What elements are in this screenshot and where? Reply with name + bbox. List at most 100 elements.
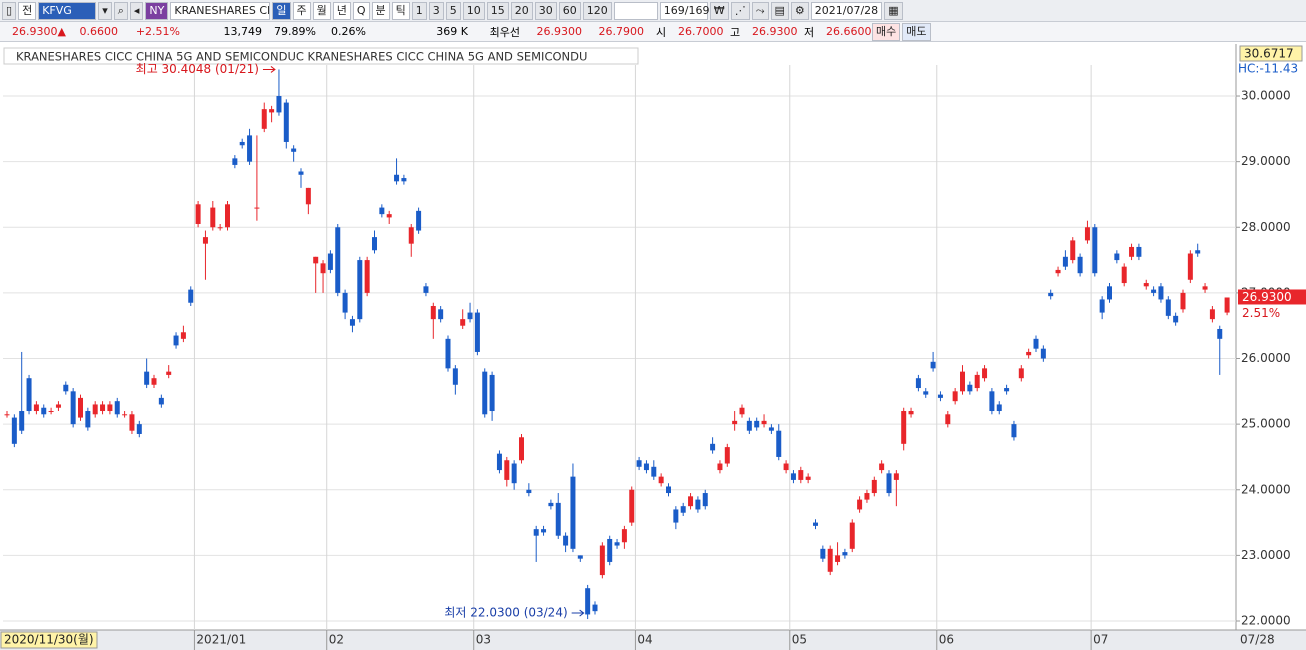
hc-label: HC:-11.43 (1238, 62, 1298, 76)
x-tick-label: 02 (329, 633, 344, 647)
candle-body (541, 529, 547, 533)
icon[interactable]: ₩ (709, 1, 729, 20)
toolbar: ▯ 전 KFVG ▾ ⌕ ◂ NY KRANESHARES CICC 일 주 월… (0, 0, 1306, 22)
candle-body (732, 420, 738, 425)
sell-button[interactable]: 매도 (902, 22, 931, 41)
candle-body (599, 545, 605, 576)
candle-body (386, 214, 392, 218)
candle-body (857, 499, 863, 510)
icon[interactable]: ▯ (2, 1, 17, 20)
candle-body (526, 489, 532, 494)
buy-button[interactable]: 매수 (872, 22, 901, 41)
candle-body (19, 411, 25, 431)
candle-body (1070, 240, 1076, 261)
interval[interactable]: 10 (462, 1, 485, 20)
label: 고 (730, 25, 741, 39)
date[interactable]: 2021/07/28 (810, 1, 883, 20)
period[interactable]: 틱 (391, 1, 410, 20)
period[interactable]: 분 (371, 1, 390, 20)
candle-body (452, 368, 458, 385)
interval[interactable]: 20 (510, 1, 533, 20)
candle-body (960, 371, 965, 392)
candle-body (100, 404, 106, 412)
candle-body (144, 371, 150, 385)
candle-body (982, 368, 988, 379)
interval[interactable]: 1 (411, 1, 427, 20)
candle-body (724, 447, 730, 464)
candle-body (1217, 328, 1223, 339)
candle-body (489, 374, 495, 412)
candle-body (1195, 250, 1201, 254)
last-price-box (1238, 289, 1306, 305)
candle-body (688, 496, 694, 507)
candle-body (55, 404, 61, 408)
candle-body (908, 411, 914, 415)
icon[interactable]: ⋰ (730, 1, 750, 20)
icon[interactable]: ⌕ (113, 1, 128, 20)
period[interactable]: 주 (292, 1, 311, 20)
icon[interactable]: ▤ (770, 1, 789, 20)
candle-body (63, 384, 69, 392)
candle-body (886, 473, 892, 494)
period[interactable]: Q (352, 1, 370, 20)
candle-body (842, 552, 848, 556)
start-date: 2020/11/30(월) (4, 633, 94, 647)
candle-body (651, 466, 657, 477)
interval[interactable]: 60 (558, 1, 581, 20)
candle-body (879, 463, 885, 471)
interval[interactable]: 30 (534, 1, 557, 20)
candle-body (1026, 351, 1032, 356)
x-tick-label: 05 (792, 633, 807, 647)
candle-body (952, 391, 958, 402)
candle-body (930, 361, 936, 369)
candle-body (438, 309, 444, 320)
candle-body (379, 207, 385, 215)
interval[interactable]: 120 (582, 1, 612, 20)
candle-body (70, 391, 76, 425)
icon[interactable]: ⚙ (790, 1, 809, 20)
blank[interactable] (613, 1, 658, 20)
candle-body (607, 538, 613, 562)
candle-body (188, 289, 194, 303)
candle-body (158, 397, 164, 405)
high: 26.9300 (752, 25, 798, 38)
icon[interactable]: ⤳ (751, 1, 769, 20)
x-tick-label: 03 (476, 633, 491, 647)
candle-body (585, 588, 591, 615)
candle-body (893, 473, 899, 480)
candle-body (504, 460, 510, 480)
y-tick-label: 22.0000 (1241, 614, 1291, 628)
candle-body (327, 253, 333, 270)
candle-body (592, 604, 598, 612)
period[interactable]: 년 (332, 1, 351, 20)
candle-body (467, 312, 473, 320)
x-tick-label: 2021/01 (196, 633, 246, 647)
candle-body (482, 371, 488, 415)
candle-body (1224, 297, 1230, 313)
candle-body (114, 401, 120, 415)
interval[interactable]: 15 (486, 1, 509, 20)
ask: 26.9300 (536, 25, 583, 38)
candle-body (283, 102, 289, 142)
candle-body (401, 178, 407, 182)
candle-body (577, 555, 583, 559)
icon[interactable]: ◂ (129, 1, 144, 20)
interval[interactable]: 5 (445, 1, 461, 20)
interval[interactable]: 3 (428, 1, 444, 20)
symbol-input[interactable]: KFVG (38, 1, 97, 20)
period[interactable]: 월 (312, 1, 331, 20)
candle-body (761, 420, 767, 425)
candle-body (629, 489, 635, 523)
x-tick-label: 07 (1093, 633, 1108, 647)
candle-body (180, 332, 186, 339)
candle-body (658, 476, 664, 484)
label: 저 (804, 25, 815, 39)
label: 전 (18, 1, 37, 20)
candle-body (739, 407, 745, 415)
icon[interactable]: ▦ (884, 1, 903, 20)
candle-body (570, 476, 576, 549)
candle-body (166, 371, 172, 375)
icon[interactable]: ▾ (98, 1, 112, 20)
label: 시 (656, 25, 667, 39)
period[interactable]: 일 (272, 1, 291, 20)
